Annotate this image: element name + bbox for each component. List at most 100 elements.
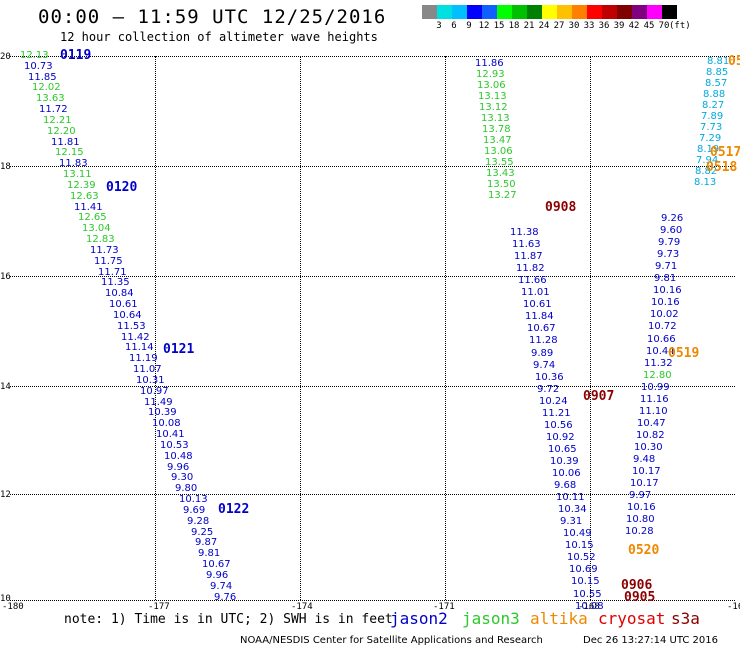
wave-height-value: 12.21	[43, 115, 72, 126]
wave-height-value: 11.42	[121, 332, 150, 343]
wave-height-value: 10.69	[569, 564, 598, 575]
wave-height-value: 9.87	[195, 537, 218, 548]
wave-height-value: 10.08	[575, 601, 604, 612]
latitude-label: 16	[0, 272, 11, 282]
wave-height-value: 11.72	[39, 104, 68, 115]
wave-height-value: 10.16	[651, 297, 680, 308]
latitude-label: 14	[0, 382, 11, 392]
wave-height-value: 10.08	[152, 418, 181, 429]
scale-swatch	[452, 5, 467, 19]
wave-height-value: 13.11	[63, 169, 92, 180]
wave-height-value: 10.47	[637, 418, 666, 429]
wave-height-value: 10.84	[105, 288, 134, 299]
wave-height-value: 10.67	[202, 559, 231, 570]
scale-label: 12	[478, 21, 490, 31]
scale-swatch	[632, 5, 647, 19]
wave-height-value: 8.81	[707, 56, 730, 67]
wave-height-value: 10.64	[113, 310, 142, 321]
wave-height-value: 13.13	[478, 91, 507, 102]
wave-height-value: 10.53	[160, 440, 189, 451]
wave-height-value: 12.80	[643, 370, 672, 381]
wave-height-value: 10.48	[164, 451, 193, 462]
scale-label: 3	[436, 21, 442, 31]
wave-height-value: 11.21	[542, 408, 571, 419]
scale-swatch	[647, 5, 662, 19]
longitude-label: -180	[2, 602, 24, 612]
wave-height-value: 10.65	[548, 444, 577, 455]
scale-swatch	[617, 5, 632, 19]
wave-height-value: 11.32	[644, 358, 673, 369]
pass-label: 0517	[710, 145, 740, 160]
wave-height-value: 8.19	[697, 144, 720, 155]
wave-height-value: 11.49	[144, 397, 173, 408]
wave-height-value: 9.28	[187, 516, 210, 527]
wave-height-value: 9.31	[560, 516, 583, 527]
wave-height-value: 9.69	[183, 505, 206, 516]
latitude-label: 20	[0, 52, 11, 62]
wave-height-value: 8.88	[703, 89, 726, 100]
scale-swatch	[587, 5, 602, 19]
wave-height-value: 13.04	[82, 223, 111, 234]
wave-height-value: 10.36	[535, 372, 564, 383]
scale-swatch	[542, 5, 557, 19]
wave-height-value: 11.63	[512, 239, 541, 250]
wave-height-value: 10.52	[567, 552, 596, 563]
wave-height-value: 11.84	[525, 311, 554, 322]
latitude-gridline	[10, 166, 735, 167]
latitude-label: 10	[0, 594, 11, 604]
wave-height-value: 12.15	[55, 147, 84, 158]
wave-height-value: 9.76	[214, 592, 237, 603]
pass-label: 0907	[583, 389, 615, 404]
wave-height-value: 10.28	[625, 526, 654, 537]
scale-swatch	[497, 5, 512, 19]
wave-height-value: 9.80	[175, 483, 198, 494]
wave-height-value: 7.94	[696, 155, 719, 166]
pass-label: 0122	[218, 502, 250, 517]
latitude-gridline	[10, 276, 735, 277]
wave-height-value: 11.73	[90, 245, 119, 256]
wave-height-value: 10.55	[573, 589, 602, 600]
wave-height-value: 10.39	[148, 407, 177, 418]
scale-swatch	[557, 5, 572, 19]
longitude-label: -174	[291, 602, 313, 612]
legend-entry: altika	[530, 609, 588, 628]
pass-label: 0908	[545, 200, 577, 215]
wave-height-value: 11.83	[59, 158, 88, 169]
wave-height-value: 9.97	[629, 490, 652, 501]
wave-height-value: 10.39	[550, 456, 579, 467]
pass-label: 0905	[624, 590, 656, 605]
credit-line: NOAA/NESDIS Center for Satellite Applica…	[240, 635, 543, 646]
scale-swatch	[512, 5, 527, 19]
wave-height-value: 10.31	[136, 375, 165, 386]
wave-height-value: 11.75	[94, 256, 123, 267]
wave-height-value: 11.16	[640, 394, 669, 405]
scale-swatch	[602, 5, 617, 19]
wave-height-value: 9.73	[657, 249, 680, 260]
legend-entry: jason3	[462, 609, 520, 628]
scale-label: 30	[568, 21, 580, 31]
longitude-label: -168	[578, 602, 600, 612]
wave-height-value: 11.19	[129, 353, 158, 364]
wave-height-value: 12.83	[86, 234, 115, 245]
wave-height-value: 9.60	[660, 225, 683, 236]
wave-height-value: 11.35	[101, 277, 130, 288]
pass-label: 0119	[60, 48, 92, 63]
wave-height-value: 10.72	[648, 321, 677, 332]
wave-height-value: 10.61	[109, 299, 138, 310]
wave-height-value: 10.80	[626, 514, 655, 525]
wave-height-value: 9.48	[633, 454, 656, 465]
pass-label: 05	[728, 54, 740, 69]
wave-height-value: 10.73	[24, 61, 53, 72]
pass-label: 0518	[706, 160, 738, 175]
wave-height-value: 10.06	[552, 468, 581, 479]
wave-height-value: 10.13	[179, 494, 208, 505]
wave-height-value: 13.78	[482, 124, 511, 135]
wave-height-value: 8.27	[702, 100, 725, 111]
wave-height-value: 11.86	[475, 58, 504, 69]
wave-height-value: 10.97	[140, 386, 169, 397]
latitude-gridline	[10, 56, 735, 57]
scale-label: 21	[523, 21, 535, 31]
wave-height-value: 12.13	[20, 50, 49, 61]
wave-height-value: 7.89	[701, 111, 724, 122]
